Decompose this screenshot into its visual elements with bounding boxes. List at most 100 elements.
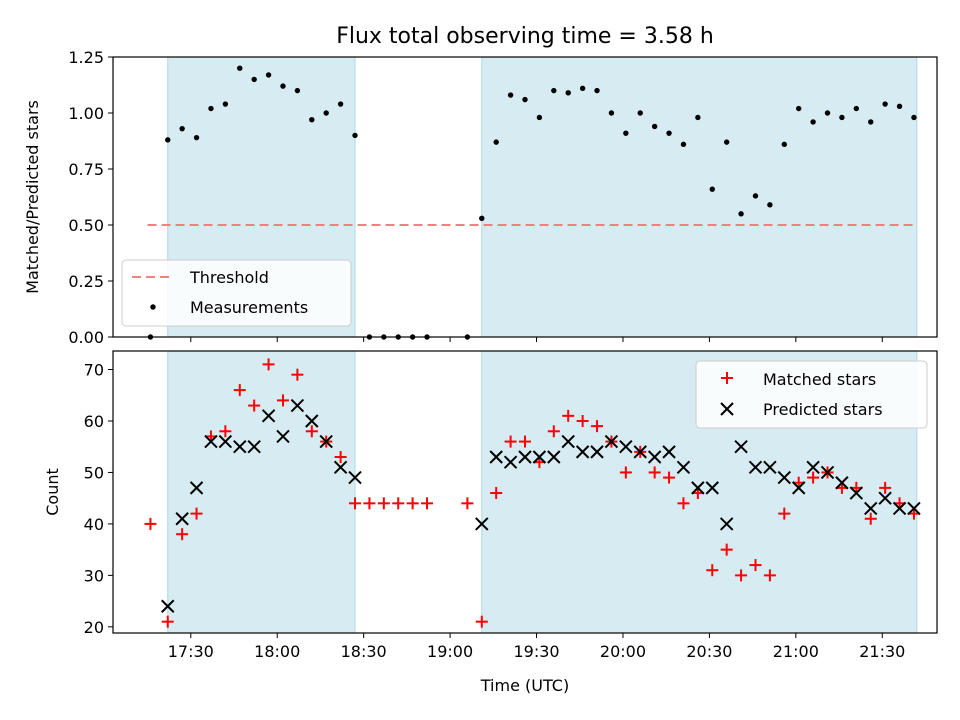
predicted-point xyxy=(247,440,261,454)
measurement-point xyxy=(493,139,499,145)
measurement-point xyxy=(752,193,759,199)
x-tick-label: 21:00 xyxy=(773,642,819,661)
y-tick-label: 40 xyxy=(84,515,104,534)
measurement-point xyxy=(222,101,229,107)
top-plot-frame xyxy=(112,56,938,338)
predicted-point-b xyxy=(619,440,633,454)
predicted-point xyxy=(719,517,734,531)
matched-point xyxy=(392,497,405,510)
measurement-point xyxy=(323,110,329,116)
shaded-interval xyxy=(481,56,918,338)
predicted-point xyxy=(204,434,218,449)
matched-point xyxy=(363,497,376,510)
matched-point xyxy=(406,497,419,510)
matched-point xyxy=(421,497,434,510)
predicted-point xyxy=(276,429,290,444)
bottom-panel: 17:30 18:00 18:30 19:00 19:30 20:00 20:30 21:00… xyxy=(43,350,938,695)
matched-point xyxy=(504,435,517,448)
measurement-point xyxy=(853,105,860,112)
measurement-point xyxy=(507,92,514,98)
predicted-point-b xyxy=(489,450,503,464)
predicted-point xyxy=(864,501,878,516)
predicted-point xyxy=(489,450,503,464)
predicted-point xyxy=(619,440,633,454)
measurement-point xyxy=(839,114,845,121)
matched-point xyxy=(490,487,503,500)
measurement-point xyxy=(208,105,214,112)
measurement-point xyxy=(608,110,615,116)
predicted-point xyxy=(691,481,705,495)
predicted-point xyxy=(647,450,662,464)
predicted-point-b xyxy=(532,450,547,464)
bottom-legend-box xyxy=(695,360,928,429)
predicted-point xyxy=(189,481,204,495)
predicted-point xyxy=(532,450,547,464)
legend-predicted-swatch xyxy=(720,402,734,416)
matched-point xyxy=(219,425,232,438)
matched-point xyxy=(591,420,604,433)
measurement-point xyxy=(522,96,528,103)
matched-point xyxy=(349,497,362,510)
matched-point xyxy=(519,435,531,448)
predicted-point-b xyxy=(503,455,518,469)
matched-point xyxy=(334,451,347,464)
matched-point xyxy=(576,414,589,427)
matched-point xyxy=(619,466,632,479)
predicted-point-b xyxy=(864,501,878,516)
predicted-point xyxy=(676,460,691,475)
measurement-point xyxy=(551,87,557,94)
predicted-point-b xyxy=(276,429,290,444)
y-tick-label: 1.00 xyxy=(68,104,104,123)
x-tick-label: 19:00 xyxy=(427,642,473,661)
matched-point xyxy=(305,425,318,438)
measurement-point xyxy=(193,134,200,141)
predicted-point-b xyxy=(662,445,676,459)
predicted-point-b xyxy=(247,440,261,454)
predicted-point xyxy=(161,599,175,613)
matched-point xyxy=(262,358,275,371)
predicted-point xyxy=(233,440,247,454)
predicted-point-b xyxy=(820,465,835,480)
predicted-point xyxy=(319,434,333,449)
predicted-point-b xyxy=(763,460,777,475)
matched-point xyxy=(144,517,157,530)
matched-point xyxy=(720,543,733,556)
y-tick-label: 70 xyxy=(84,361,104,380)
x-tick-label: 18:00 xyxy=(254,642,300,661)
measurement-point xyxy=(565,90,571,96)
predicted-point-b xyxy=(518,450,532,464)
predicted-point xyxy=(662,445,676,459)
matched-point xyxy=(461,497,474,510)
measurement-point xyxy=(824,110,831,116)
predicted-point-b xyxy=(333,460,348,475)
measurement-point xyxy=(882,101,888,107)
predicted-point xyxy=(604,434,619,449)
predicted-point-b xyxy=(676,460,691,475)
measurement-point xyxy=(265,72,272,78)
y-tick-label: 0.25 xyxy=(68,272,104,291)
predicted-point-b xyxy=(233,440,247,454)
predicted-point-b xyxy=(261,409,276,423)
matched-point xyxy=(735,569,748,582)
predicted-point xyxy=(305,414,319,428)
predicted-point xyxy=(633,445,647,459)
measurement-point xyxy=(352,132,358,139)
matched-point xyxy=(864,512,877,525)
measurement-point xyxy=(911,114,917,121)
measurement-point xyxy=(294,87,301,94)
y-tick-label: 0.00 xyxy=(68,328,104,347)
measurement-point xyxy=(594,87,600,94)
predicted-point xyxy=(791,481,806,495)
measurement-point xyxy=(738,211,744,217)
predicted-point-b xyxy=(691,481,705,495)
predicted-point xyxy=(290,398,305,413)
matched-point xyxy=(190,507,203,520)
top-panel: 0.00 0.25 0.50 0.75 1.00 1.25 Matched/Predicte… xyxy=(23,48,938,347)
bottom-plot-frame xyxy=(112,350,938,634)
predicted-point xyxy=(907,501,921,516)
matched-point xyxy=(677,497,690,510)
legend-matched-label: Matched stars xyxy=(763,370,876,389)
predicted-point xyxy=(878,491,892,505)
matched-point xyxy=(377,497,390,510)
